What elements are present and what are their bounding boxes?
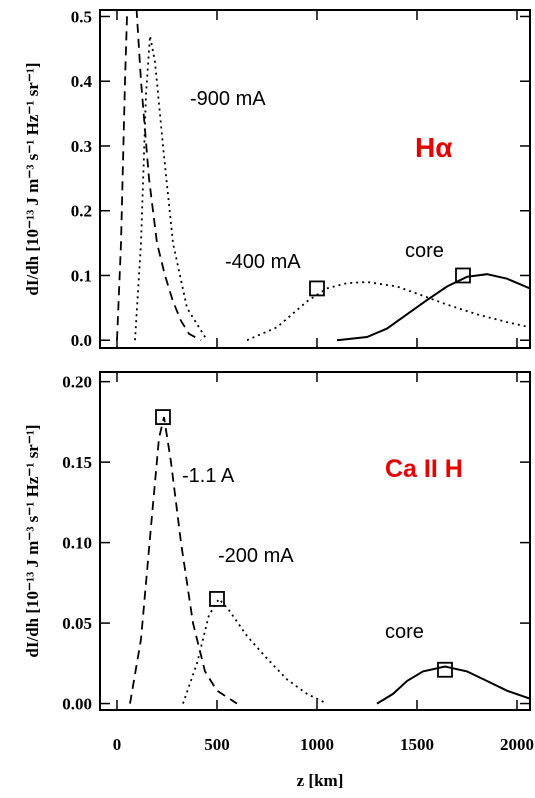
- marker: [455, 267, 471, 284]
- x-tick-label: 500: [204, 735, 230, 754]
- series-line: [376, 665, 530, 705]
- y-tick-label: 0.2: [71, 202, 92, 221]
- y-axis-title: dI/dh [10⁻¹³ J m⁻³ s⁻¹ Hz⁻¹ sr⁻¹]: [23, 62, 42, 295]
- marker: [155, 409, 171, 425]
- marker: [309, 280, 325, 297]
- marker: [209, 591, 225, 607]
- y-tick-label: 0.1: [71, 266, 92, 285]
- x-tick-label: 1000: [300, 735, 334, 754]
- y-tick-label: 0.15: [62, 453, 92, 472]
- y-tick-label: 0.3: [71, 137, 92, 156]
- curve-label: core: [405, 240, 444, 262]
- series-line: [116, 10, 202, 341]
- curve-label: core: [385, 621, 424, 643]
- series-line: [336, 273, 530, 342]
- plot-frame: [99, 371, 531, 711]
- y-tick-label: 0.05: [62, 614, 92, 633]
- y-axis-title: dI/dh [10⁻¹³ J m⁻³ s⁻¹ Hz⁻¹ sr⁻¹]: [23, 424, 42, 657]
- marker: [437, 661, 453, 678]
- curve-label: -200 mA: [218, 545, 294, 567]
- x-tick-label: 2000: [500, 735, 534, 754]
- series-line: [182, 597, 328, 705]
- panel-label: Ca II H: [385, 455, 463, 483]
- x-axis-title: z [km]: [297, 771, 344, 790]
- series-line: [129, 416, 238, 705]
- y-tick-label: 0.5: [71, 7, 92, 26]
- x-tick-label: 1500: [400, 735, 434, 754]
- y-tick-label: 0.20: [62, 373, 92, 392]
- curve-label: -1.1 A: [182, 465, 235, 487]
- plot-frame: [99, 9, 531, 349]
- series-line: [246, 281, 530, 342]
- y-tick-label: 0.4: [71, 72, 93, 91]
- y-tick-label: 0.00: [62, 695, 92, 714]
- x-tick-label: 0: [113, 735, 122, 754]
- y-tick-label: 0.10: [62, 534, 92, 553]
- curve-label: -400 mA: [225, 251, 301, 273]
- y-tick-label: 0.0: [71, 331, 92, 350]
- panel-label: Hα: [415, 132, 452, 163]
- series-line: [134, 35, 208, 341]
- curve-label: -900 mA: [190, 88, 266, 110]
